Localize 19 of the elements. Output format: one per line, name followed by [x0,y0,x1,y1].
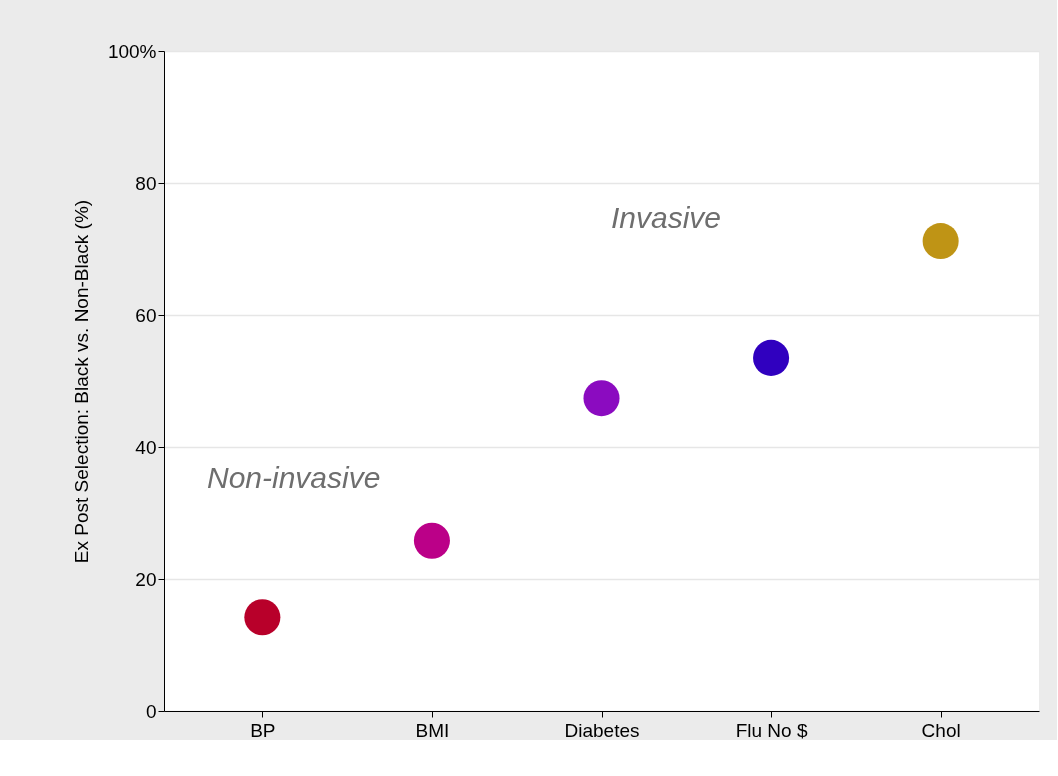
x-tick-label: Flu No $ [735,719,808,741]
x-tick-label: Diabetes [564,719,640,741]
point [413,522,450,559]
y-tick-label: 80 [135,172,157,194]
y-tick-label: 100% [107,40,157,62]
annotation: Non-invasive [207,461,381,494]
y-tick-label: 60 [135,304,157,326]
x-tick-label: Chol [921,719,961,741]
annotation: Invasive [611,201,722,234]
y-tick-label: 40 [135,436,157,458]
y-axis-title: Ex Post Selection: Black vs. Non-Black (%) [70,199,92,564]
point [244,599,281,636]
point [583,380,620,417]
point [753,339,790,376]
point [922,223,959,260]
y-tick-label: 20 [135,568,157,590]
y-tick-label: 0 [145,700,157,722]
x-tick-label: BP [250,719,276,741]
x-tick-label: BMI [415,719,450,741]
